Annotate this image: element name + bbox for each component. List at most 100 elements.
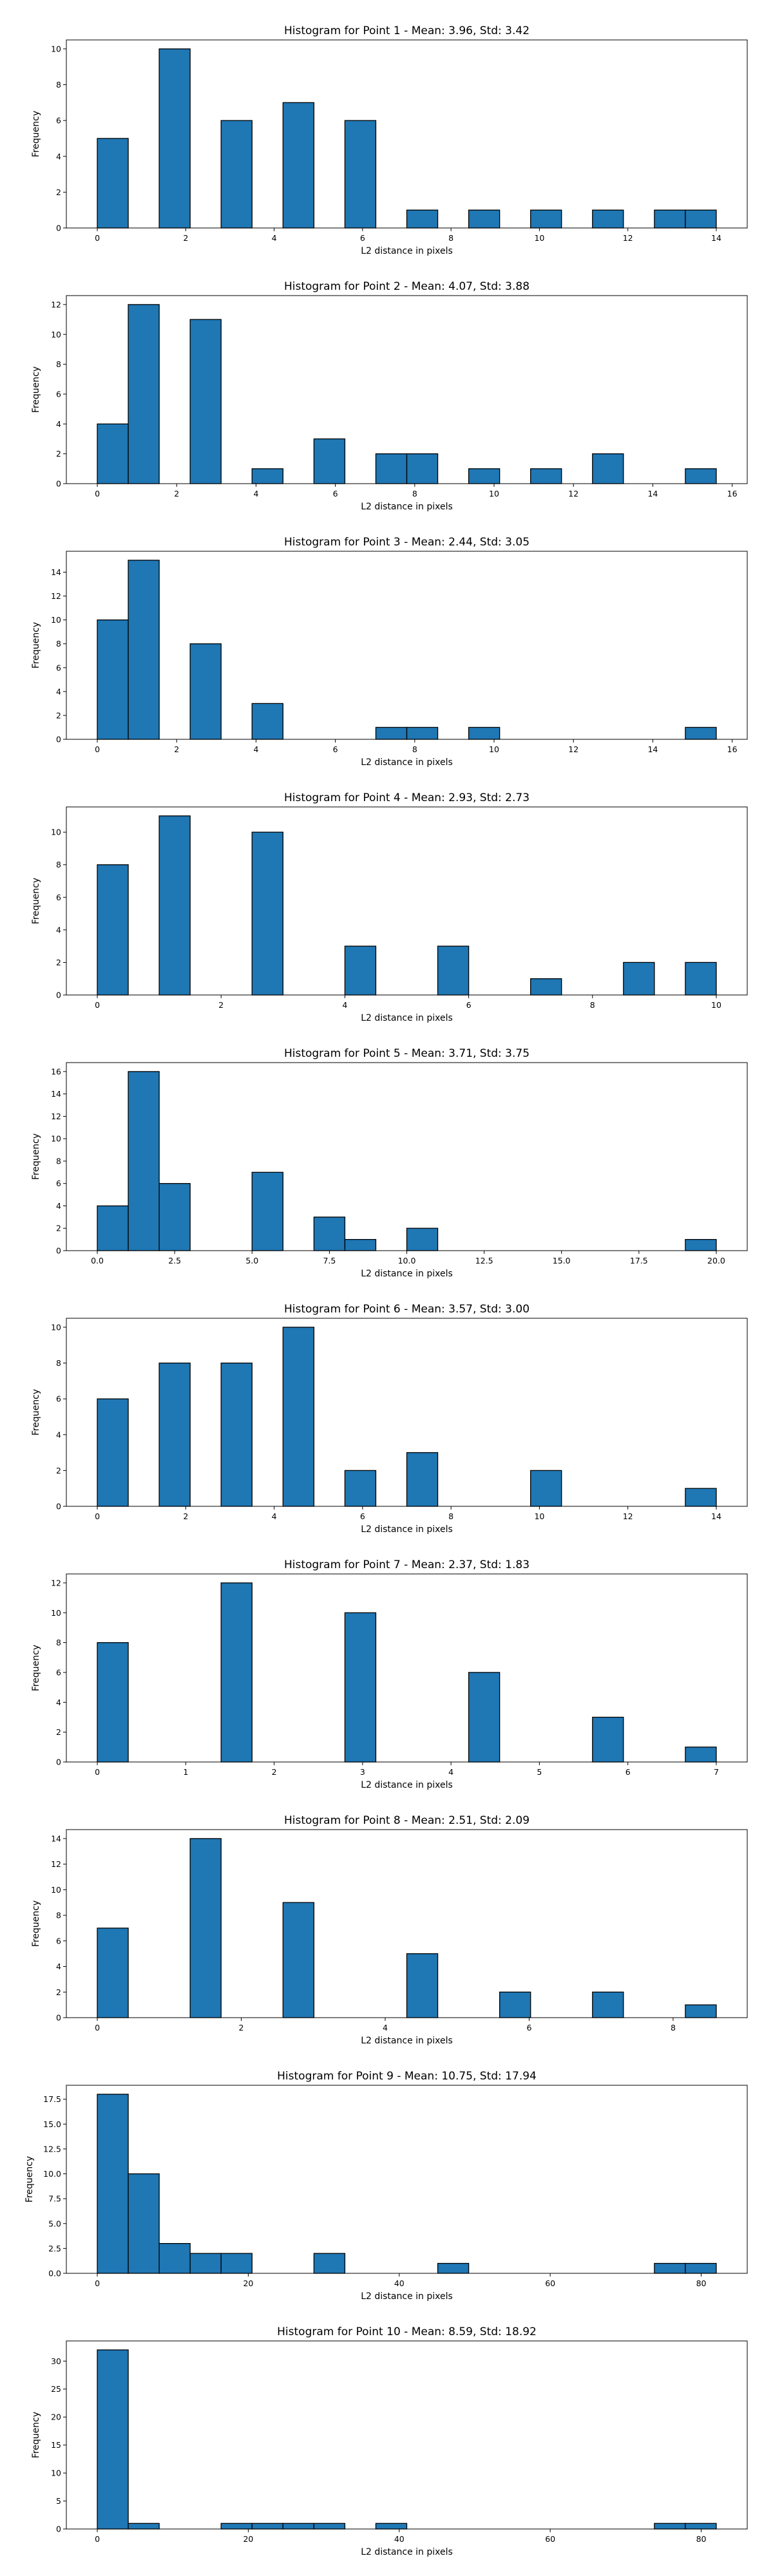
histogram-panel-8: Histogram for Point 8 - Mean: 2.51, Std:…: [31, 1814, 748, 2046]
histogram-bar: [282, 1327, 315, 1507]
axes-frame: [66, 2085, 748, 2274]
y-tick-label: 12: [51, 299, 61, 309]
histogram-panel-2: Histogram for Point 2 - Mean: 4.07, Std:…: [31, 280, 748, 512]
histogram-bar: [97, 1205, 129, 1251]
y-tick-label: 20: [51, 2412, 61, 2422]
y-tick-label: 4: [56, 1962, 61, 1971]
histogram-bar: [313, 438, 346, 484]
x-tick-label: 4: [253, 744, 258, 754]
y-tick-label: 2: [56, 710, 61, 720]
axes-frame: [66, 2340, 748, 2530]
histogram-panel-6: Histogram for Point 6 - Mean: 3.57, Std:…: [31, 1303, 748, 1535]
y-tick-label: 4: [56, 687, 61, 696]
x-tick-label: 60: [545, 2534, 555, 2544]
x-tick-label: 5: [537, 1767, 542, 1777]
x-tick-label: 2: [174, 489, 179, 498]
x-tick-label: 8: [590, 1000, 595, 1010]
histogram-bar: [189, 319, 222, 484]
y-tick-label: 2: [56, 1727, 61, 1737]
x-axis-label: L2 distance in pixels: [361, 1524, 453, 1535]
y-tick-label: 4: [56, 151, 61, 161]
histogram-bar: [158, 48, 191, 229]
y-tick-label: 7.5: [48, 2194, 61, 2204]
x-tick-label: 2: [183, 1511, 188, 1521]
histogram-bar: [468, 209, 501, 229]
y-tick-label: 8: [56, 80, 61, 90]
histogram-bar: [468, 468, 501, 484]
histogram-bar: [406, 1227, 439, 1251]
histogram-bar: [97, 138, 129, 229]
x-axis-label: L2 distance in pixels: [361, 1013, 453, 1023]
chart-title: Histogram for Point 3 - Mean: 2.44, Std:…: [284, 536, 530, 549]
x-tick-label: 10.0: [398, 1256, 416, 1265]
y-tick-label: 2.5: [48, 2244, 61, 2253]
x-tick-label: 6: [360, 1511, 365, 1521]
x-tick-label: 12: [623, 1511, 633, 1521]
histogram-panel-4: Histogram for Point 4 - Mean: 2.93, Std:…: [31, 791, 748, 1023]
histogram-bar: [530, 978, 562, 996]
y-tick-label: 0: [56, 479, 61, 489]
y-tick-label: 12: [51, 591, 61, 601]
x-tick-label: 8: [448, 233, 453, 243]
x-tick-label: 8: [412, 489, 417, 498]
y-axis-label: Frequency: [31, 878, 41, 924]
y-tick-label: 2: [56, 1224, 61, 1233]
axes-frame: [66, 39, 748, 229]
histogram-bar: [158, 2243, 191, 2274]
histogram-bar: [128, 2523, 160, 2530]
x-tick-label: 80: [696, 2278, 707, 2288]
y-axis-label: Frequency: [31, 366, 41, 413]
histogram-bar: [685, 2262, 717, 2274]
histogram-bar: [592, 209, 624, 229]
axes-frame: [66, 1829, 748, 2018]
y-tick-label: 12: [51, 1112, 61, 1121]
x-tick-label: 7: [714, 1767, 719, 1777]
x-tick-label: 4: [253, 489, 258, 498]
histogram-bar: [437, 2262, 470, 2274]
histogram-bar: [344, 1470, 377, 1507]
histogram-bar: [499, 1991, 531, 2018]
x-tick-label: 0: [95, 1767, 100, 1777]
histogram-bar: [158, 815, 191, 996]
histogram-bar: [592, 1716, 624, 1763]
histogram-bar: [468, 1672, 501, 1763]
histogram-bar: [97, 1398, 129, 1507]
chart-title: Histogram for Point 7 - Mean: 2.37, Std:…: [284, 1558, 530, 1571]
y-tick-label: 16: [51, 1066, 61, 1076]
histogram-bar: [468, 726, 501, 740]
histogram-bar: [97, 2094, 129, 2274]
histogram-bar: [251, 703, 283, 740]
histogram-bar: [251, 1171, 283, 1251]
y-tick-label: 8: [56, 1638, 61, 1647]
x-tick-label: 2: [239, 2023, 244, 2032]
histogram-bar: [97, 619, 129, 740]
histogram-bar: [654, 2262, 686, 2274]
histogram-bar: [97, 864, 129, 996]
x-tick-label: 0: [95, 2278, 100, 2288]
y-tick-label: 0: [56, 990, 61, 1000]
histogram-bar: [313, 2253, 346, 2274]
y-axis-label: Frequency: [31, 622, 41, 668]
y-tick-label: 10: [51, 828, 61, 837]
histogram-bar: [592, 453, 624, 484]
axes-frame: [66, 1573, 748, 1763]
x-tick-label: 8: [448, 1511, 453, 1521]
y-tick-label: 4: [56, 1430, 61, 1439]
histogram-bar: [97, 423, 129, 484]
x-tick-label: 4: [448, 1767, 453, 1777]
x-tick-label: 0: [95, 233, 100, 243]
chart-title: Histogram for Point 6 - Mean: 3.57, Std:…: [284, 1303, 530, 1316]
x-axis-label: L2 distance in pixels: [361, 1780, 453, 1790]
y-tick-label: 6: [56, 116, 61, 126]
x-tick-label: 10: [711, 1000, 721, 1010]
x-tick-label: 0: [95, 2023, 100, 2032]
y-tick-label: 14: [51, 1833, 61, 1843]
x-tick-label: 6: [333, 489, 338, 498]
y-tick-label: 12: [51, 1578, 61, 1587]
y-tick-label: 8: [56, 1911, 61, 1920]
y-tick-label: 2: [56, 1466, 61, 1475]
chart-title: Histogram for Point 9 - Mean: 10.75, Std…: [277, 2070, 537, 2083]
histogram-bar: [282, 2523, 315, 2530]
histogram-bar: [406, 1953, 439, 2018]
chart-title: Histogram for Point 2 - Mean: 4.07, Std:…: [284, 280, 530, 293]
